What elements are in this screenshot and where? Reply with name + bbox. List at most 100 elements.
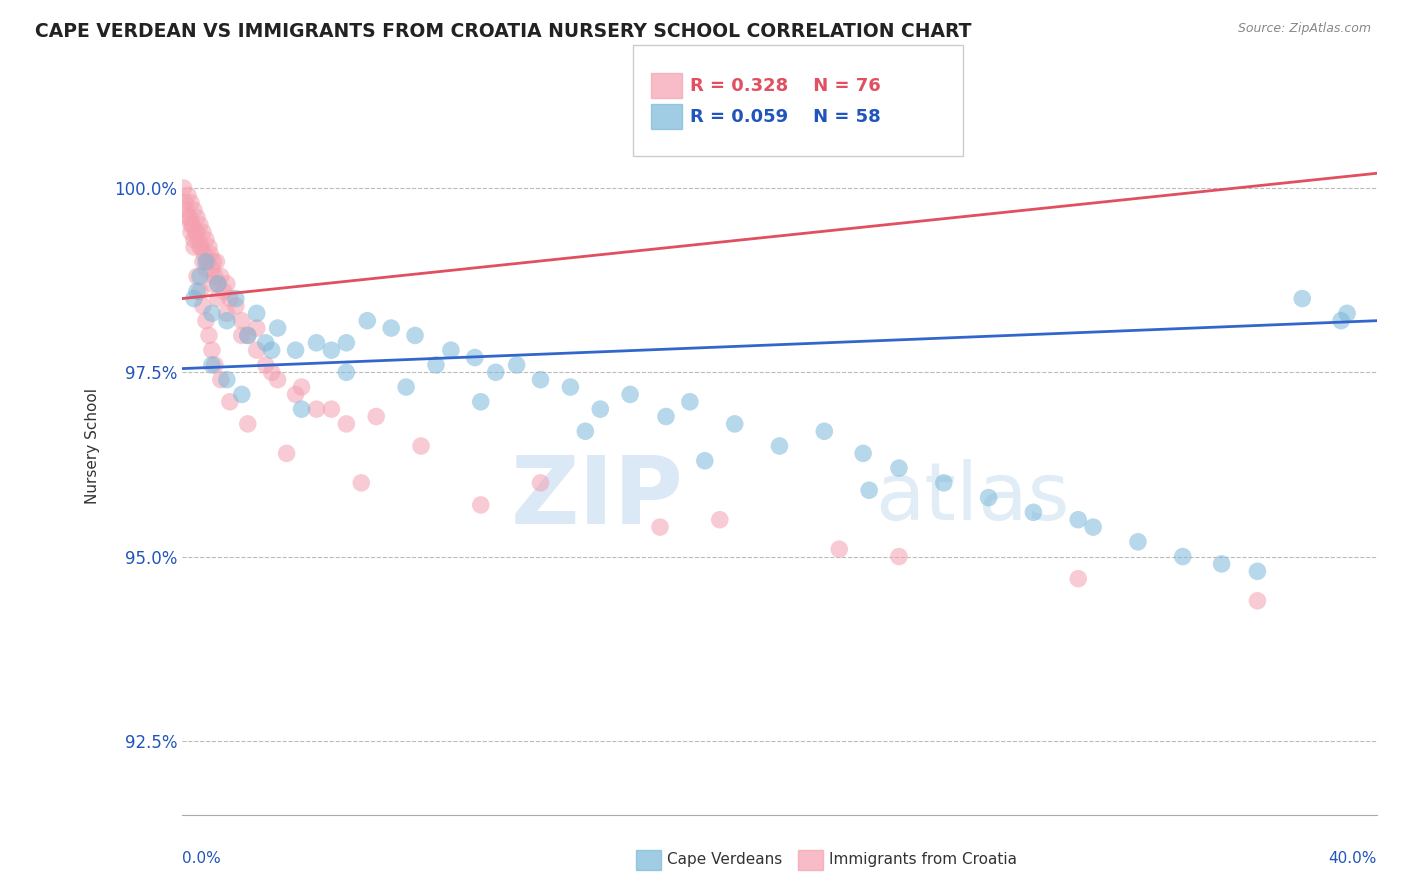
Text: R = 0.328    N = 76: R = 0.328 N = 76: [690, 77, 882, 95]
Point: [425, 358, 447, 372]
Point: [260, 365, 283, 379]
Point: [335, 335, 357, 350]
Point: [1336, 306, 1358, 320]
Point: [201, 277, 224, 291]
Point: [1081, 520, 1104, 534]
Point: [305, 335, 328, 350]
Point: [246, 321, 269, 335]
Point: [693, 454, 716, 468]
Point: [395, 380, 418, 394]
Point: [648, 520, 671, 534]
Point: [188, 218, 211, 232]
Point: [225, 292, 247, 306]
Point: [335, 417, 357, 431]
Point: [768, 439, 790, 453]
Point: [709, 513, 731, 527]
Point: [225, 299, 247, 313]
Text: Cape Verdeans: Cape Verdeans: [666, 853, 782, 867]
Point: [207, 277, 229, 291]
Point: [205, 254, 228, 268]
Point: [204, 358, 226, 372]
Text: 0.0%: 0.0%: [181, 851, 221, 865]
Point: [679, 394, 702, 409]
Point: [932, 475, 955, 490]
Point: [977, 491, 1000, 505]
Text: Immigrants from Croatia: Immigrants from Croatia: [828, 853, 1017, 867]
Point: [187, 233, 209, 247]
Y-axis label: Nursery School: Nursery School: [86, 388, 100, 504]
Point: [852, 446, 875, 460]
Point: [335, 365, 357, 379]
Point: [236, 328, 259, 343]
Point: [197, 254, 219, 268]
Point: [183, 203, 205, 218]
Point: [188, 284, 211, 298]
Point: [200, 247, 222, 261]
Point: [236, 328, 259, 343]
Point: [1067, 513, 1090, 527]
Point: [231, 328, 253, 343]
Text: ZIP: ZIP: [510, 451, 683, 543]
Point: [177, 211, 200, 225]
Point: [485, 365, 508, 379]
Text: 40.0%: 40.0%: [1329, 851, 1376, 865]
Point: [305, 402, 328, 417]
Point: [183, 292, 205, 306]
Point: [350, 475, 373, 490]
Point: [202, 254, 225, 268]
Point: [215, 373, 238, 387]
Point: [186, 225, 208, 239]
Point: [619, 387, 641, 401]
Text: CAPE VERDEAN VS IMMIGRANTS FROM CROATIA NURSERY SCHOOL CORRELATION CHART: CAPE VERDEAN VS IMMIGRANTS FROM CROATIA …: [35, 22, 972, 41]
Point: [505, 358, 527, 372]
Point: [260, 343, 283, 358]
Point: [218, 394, 240, 409]
Point: [191, 225, 214, 239]
Point: [246, 306, 269, 320]
Point: [209, 373, 232, 387]
Point: [1246, 564, 1268, 578]
Point: [356, 314, 378, 328]
Point: [529, 373, 551, 387]
Point: [409, 439, 432, 453]
Point: [284, 387, 307, 401]
Point: [404, 328, 426, 343]
Point: [204, 269, 226, 284]
Point: [183, 233, 205, 247]
Point: [215, 306, 238, 320]
Point: [464, 351, 486, 365]
Point: [207, 277, 229, 291]
Point: [176, 203, 198, 218]
Text: R = 0.059    N = 58: R = 0.059 N = 58: [690, 108, 882, 126]
Text: atlas: atlas: [875, 458, 1070, 537]
Point: [188, 269, 211, 284]
Point: [194, 254, 217, 268]
Point: [266, 321, 288, 335]
Point: [174, 195, 197, 210]
Point: [186, 211, 208, 225]
Point: [193, 247, 215, 261]
Point: [321, 343, 343, 358]
Point: [198, 240, 221, 254]
Point: [191, 254, 214, 268]
Point: [276, 446, 298, 460]
Point: [212, 284, 235, 298]
Point: [1022, 505, 1045, 519]
Point: [194, 262, 217, 277]
Point: [254, 335, 277, 350]
Point: [190, 240, 212, 254]
Point: [589, 402, 612, 417]
Point: [186, 284, 208, 298]
Point: [194, 233, 217, 247]
Point: [186, 269, 208, 284]
Point: [1171, 549, 1194, 564]
Point: [1291, 292, 1313, 306]
Point: [284, 343, 307, 358]
Point: [177, 188, 200, 202]
Point: [236, 417, 259, 431]
Point: [180, 225, 202, 239]
Point: [470, 394, 492, 409]
Point: [266, 373, 288, 387]
Point: [184, 225, 207, 239]
Point: [231, 314, 253, 328]
